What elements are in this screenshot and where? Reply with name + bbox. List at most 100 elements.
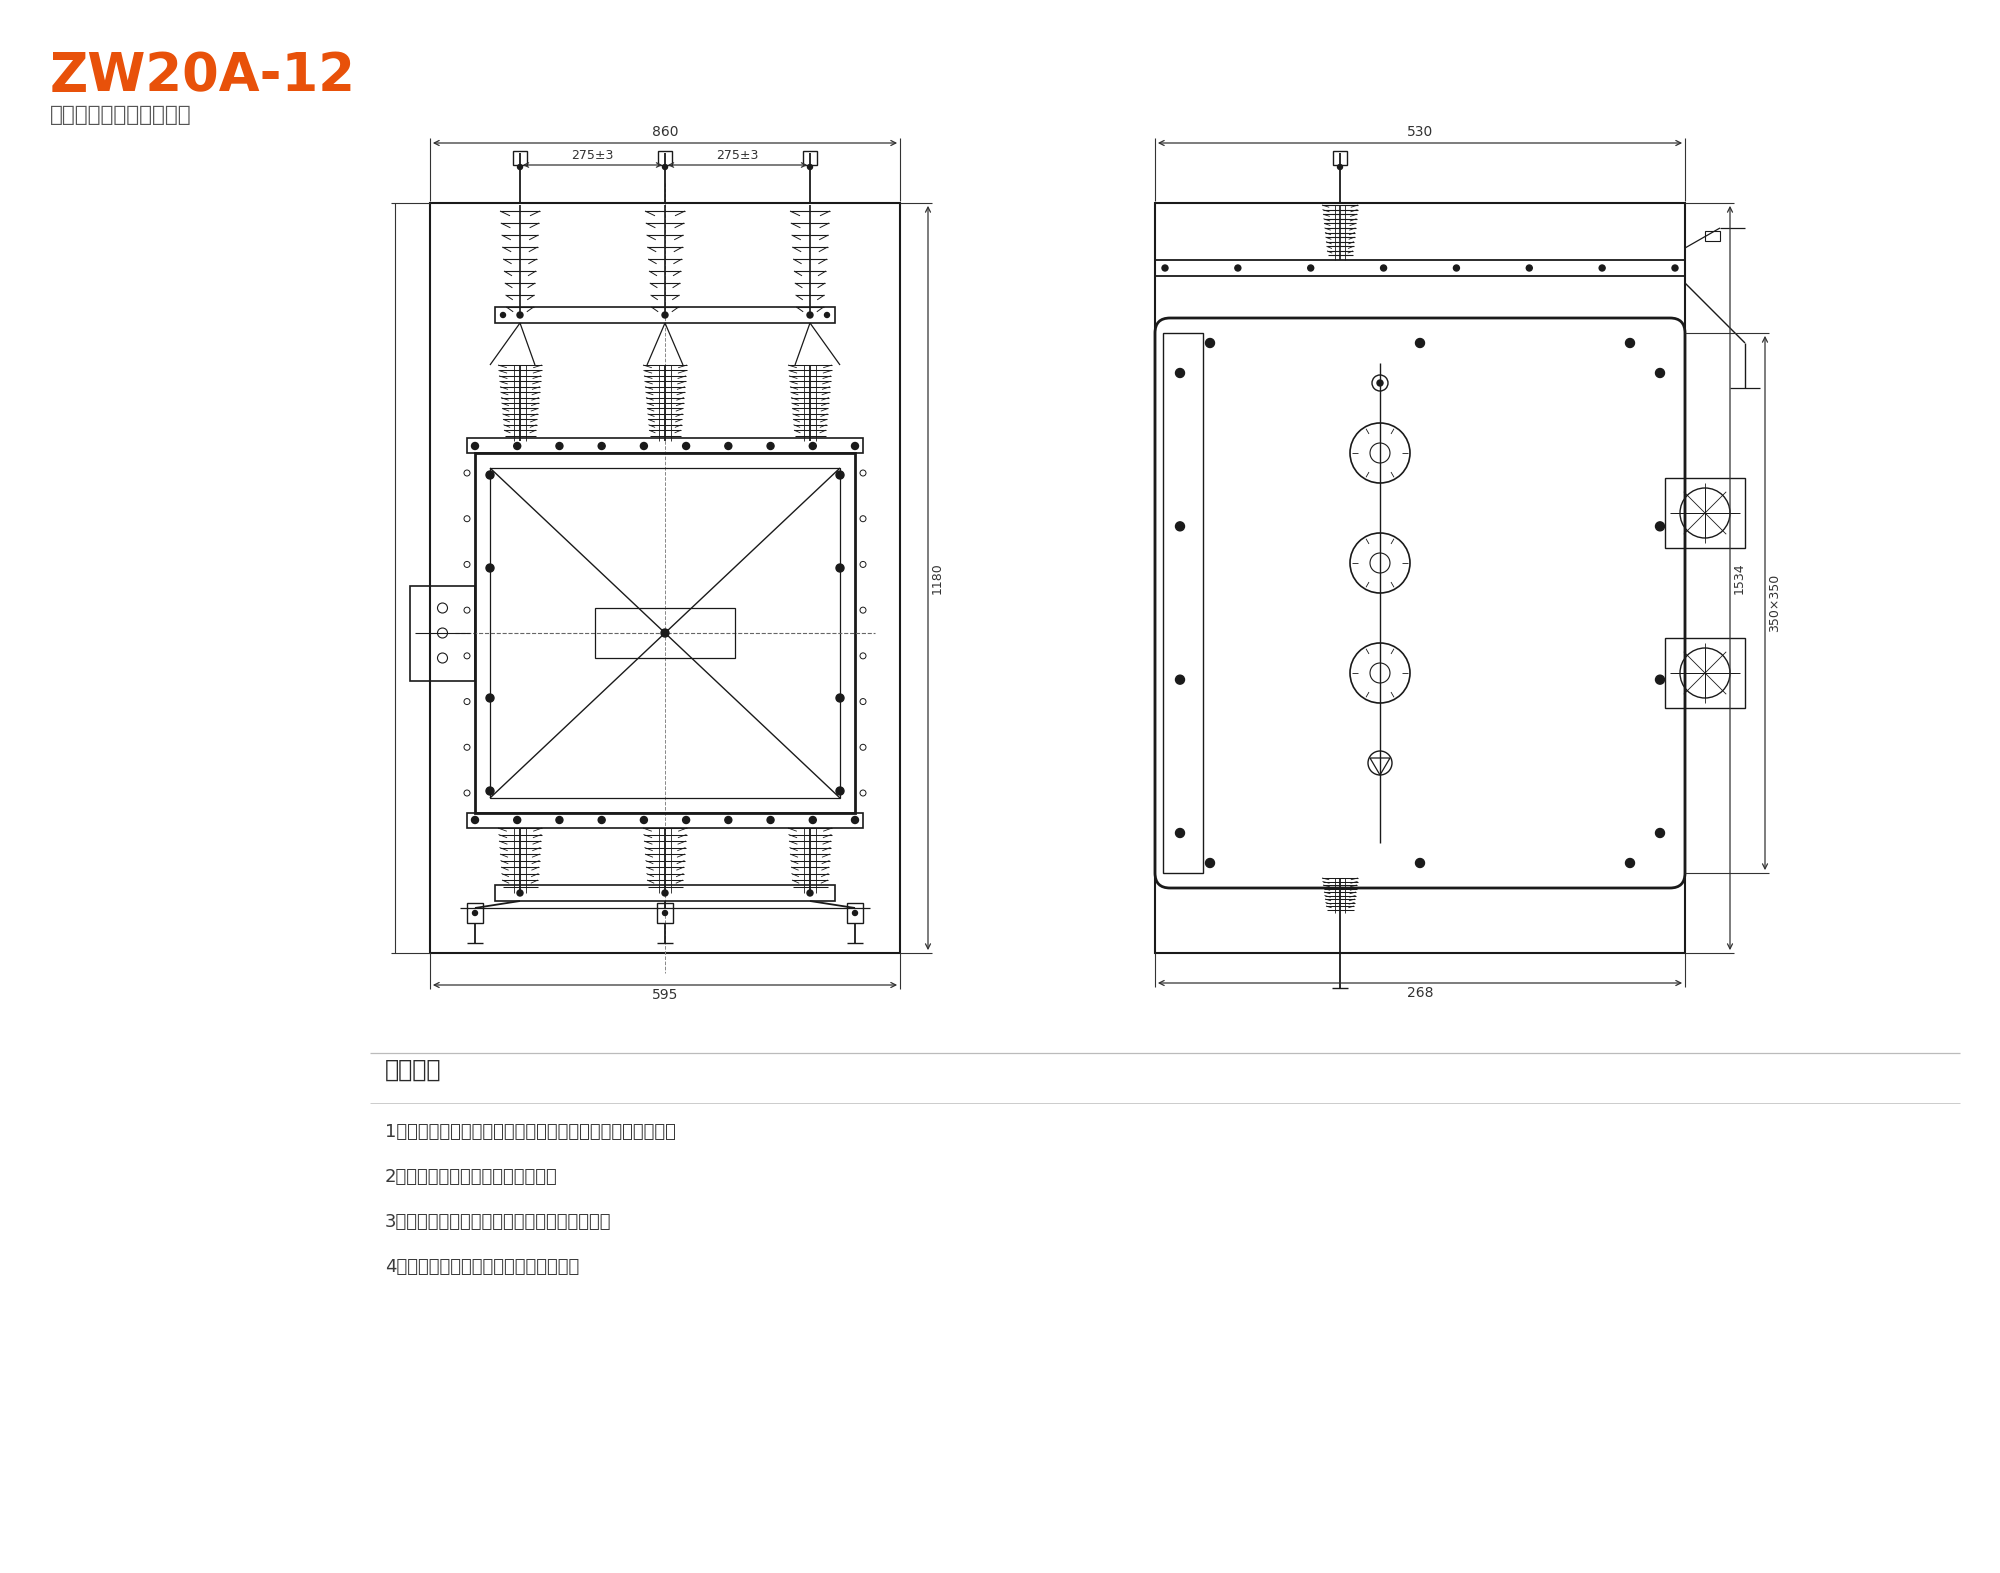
Text: 4、是否配置控制器控制的型号及功能。: 4、是否配置控制器控制的型号及功能。: [384, 1258, 580, 1276]
Circle shape: [662, 911, 668, 915]
Text: 268: 268: [1406, 986, 1434, 1000]
Text: 2、电流互感器变比、精度及数量。: 2、电流互感器变比、精度及数量。: [384, 1169, 558, 1186]
Text: 3、是否配置外置式电压互感器（操作电源）。: 3、是否配置外置式电压互感器（操作电源）。: [384, 1213, 612, 1232]
Circle shape: [1454, 264, 1460, 271]
Circle shape: [662, 165, 668, 170]
Bar: [496, 307, 836, 322]
Circle shape: [1206, 859, 1214, 867]
Circle shape: [1656, 522, 1664, 530]
Bar: [1336, 878, 1344, 912]
Circle shape: [500, 313, 506, 318]
Circle shape: [808, 311, 812, 318]
Circle shape: [682, 816, 690, 824]
Bar: [660, 365, 672, 440]
Circle shape: [810, 442, 816, 450]
Circle shape: [682, 442, 690, 450]
Bar: [512, 151, 528, 165]
Circle shape: [518, 165, 522, 170]
Circle shape: [1600, 264, 1606, 271]
Circle shape: [1626, 338, 1634, 348]
Circle shape: [1176, 368, 1184, 378]
Text: 订货须知: 订货须知: [384, 1059, 442, 1082]
Circle shape: [852, 911, 858, 915]
Bar: [1336, 204, 1344, 260]
Circle shape: [810, 816, 816, 824]
Circle shape: [852, 816, 858, 824]
Circle shape: [1656, 675, 1664, 684]
Circle shape: [1526, 264, 1532, 271]
Circle shape: [662, 311, 668, 318]
Bar: [596, 609, 736, 658]
Text: 350×350: 350×350: [1768, 574, 1782, 632]
Bar: [514, 827, 526, 893]
Circle shape: [836, 694, 844, 702]
Circle shape: [516, 890, 524, 897]
Circle shape: [514, 816, 520, 824]
Text: 275±3: 275±3: [716, 149, 758, 162]
Circle shape: [486, 565, 494, 573]
Circle shape: [640, 442, 648, 450]
Circle shape: [724, 442, 732, 450]
Bar: [660, 827, 672, 893]
Bar: [1664, 639, 1744, 708]
Bar: [496, 886, 836, 901]
Bar: [1332, 151, 1348, 165]
Circle shape: [472, 816, 478, 824]
Circle shape: [1416, 338, 1424, 348]
Text: 860: 860: [652, 124, 678, 138]
Bar: [1664, 478, 1744, 547]
Circle shape: [556, 816, 562, 824]
Circle shape: [1672, 264, 1678, 271]
Circle shape: [1626, 859, 1634, 867]
Circle shape: [1376, 381, 1384, 385]
Circle shape: [724, 816, 732, 824]
Circle shape: [768, 442, 774, 450]
Circle shape: [516, 311, 524, 318]
Bar: [468, 813, 864, 827]
Bar: [476, 453, 856, 813]
Bar: [430, 203, 900, 953]
Circle shape: [660, 629, 668, 637]
Circle shape: [1656, 368, 1664, 378]
Circle shape: [1176, 522, 1184, 530]
Circle shape: [824, 313, 830, 318]
Circle shape: [768, 816, 774, 824]
Text: 595: 595: [652, 988, 678, 1002]
Text: 1、产品型号、名称、操作机构电动或手动、数量及交货期。: 1、产品型号、名称、操作机构电动或手动、数量及交货期。: [384, 1123, 676, 1140]
Circle shape: [1308, 264, 1314, 271]
Circle shape: [852, 442, 858, 450]
Bar: [514, 365, 526, 440]
Circle shape: [598, 816, 606, 824]
Circle shape: [486, 470, 494, 480]
Bar: [804, 827, 816, 893]
Circle shape: [486, 694, 494, 702]
Bar: [410, 585, 476, 681]
Bar: [804, 151, 818, 165]
Bar: [468, 437, 864, 453]
Circle shape: [640, 816, 648, 824]
Bar: [804, 365, 816, 440]
Circle shape: [1206, 338, 1214, 348]
Circle shape: [1176, 829, 1184, 837]
Bar: [658, 151, 672, 165]
Text: 530: 530: [1406, 124, 1434, 138]
Circle shape: [836, 470, 844, 480]
Circle shape: [808, 890, 812, 897]
Circle shape: [662, 890, 668, 897]
Circle shape: [514, 442, 520, 450]
Circle shape: [486, 786, 494, 794]
Circle shape: [1162, 264, 1168, 271]
Text: 275±3: 275±3: [572, 149, 614, 162]
Bar: [656, 903, 672, 923]
Circle shape: [472, 442, 478, 450]
Bar: [1156, 203, 1684, 953]
Circle shape: [808, 165, 812, 170]
Circle shape: [1176, 675, 1184, 684]
Bar: [490, 469, 840, 798]
Circle shape: [598, 442, 606, 450]
Bar: [848, 903, 864, 923]
Circle shape: [1338, 165, 1342, 170]
Text: ZW20A-12: ZW20A-12: [50, 50, 356, 102]
Bar: [468, 903, 484, 923]
Circle shape: [472, 911, 478, 915]
